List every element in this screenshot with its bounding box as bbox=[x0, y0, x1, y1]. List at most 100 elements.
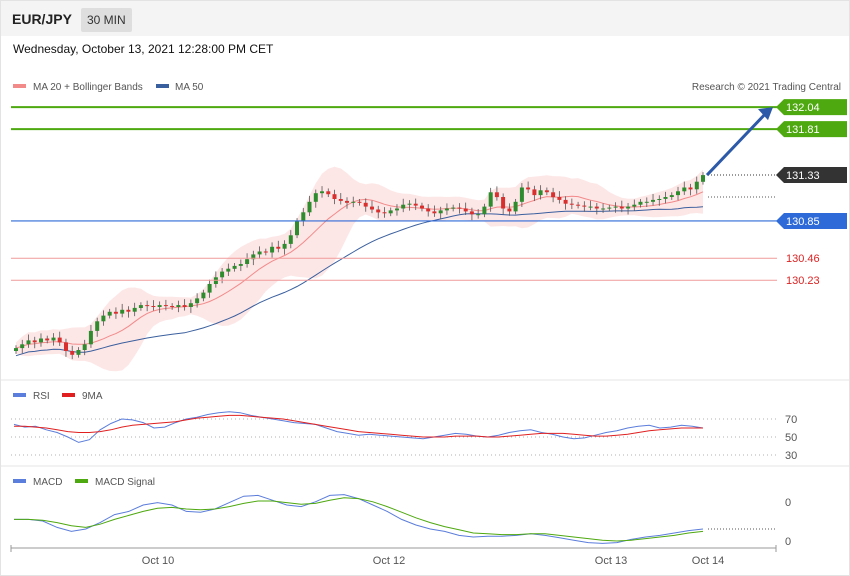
candle-body bbox=[201, 292, 206, 299]
candle-body bbox=[644, 201, 649, 203]
candle-body bbox=[70, 351, 75, 355]
macd-signal-line bbox=[14, 497, 704, 542]
candle-body bbox=[163, 305, 168, 307]
candle-body bbox=[195, 298, 200, 304]
time-axis-label: Oct 12 bbox=[373, 555, 405, 567]
rsi-9ma-line bbox=[14, 414, 703, 438]
candle-body bbox=[701, 175, 705, 182]
candle-body bbox=[182, 305, 187, 307]
candle-body bbox=[444, 208, 449, 211]
candle-body bbox=[488, 192, 493, 207]
candle-body bbox=[357, 201, 362, 203]
legend-swatch-ma20 bbox=[13, 84, 26, 88]
candle-body bbox=[276, 246, 281, 249]
rsi-panel: 70 50 30 bbox=[11, 411, 797, 462]
candle-body bbox=[263, 251, 268, 253]
candle-body bbox=[607, 207, 612, 209]
candle-body bbox=[57, 337, 62, 343]
time-axis: Oct 10 Oct 12 Oct 13 Oct 14 bbox=[10, 545, 777, 567]
candle-body bbox=[207, 284, 212, 293]
legend-swatch-macd bbox=[13, 479, 26, 483]
candle-body bbox=[39, 338, 43, 343]
candle-body bbox=[82, 344, 87, 350]
candle-body bbox=[482, 206, 487, 215]
macd-tick-label: 0 bbox=[785, 497, 791, 509]
rsi-tick-label: 70 bbox=[785, 414, 797, 426]
candle-body bbox=[563, 199, 568, 204]
candle-body bbox=[14, 348, 18, 351]
candle-body bbox=[245, 259, 250, 264]
chart-header: EUR/JPY 30 MIN bbox=[1, 1, 849, 36]
candle-body bbox=[513, 201, 518, 212]
legend-macd: MACD bbox=[33, 477, 62, 488]
candle-body bbox=[413, 203, 418, 206]
candle-body bbox=[582, 205, 587, 207]
legend-ma20: MA 20 + Bollinger Bands bbox=[33, 82, 143, 93]
support-label: 130.23 bbox=[786, 275, 820, 287]
candle-body bbox=[238, 264, 243, 266]
candle-body bbox=[657, 199, 662, 200]
candle-body bbox=[363, 202, 368, 207]
resistance-label: 131.81 bbox=[786, 124, 820, 136]
candle-body bbox=[270, 246, 275, 253]
candle-body bbox=[544, 190, 549, 193]
candle-body bbox=[138, 305, 143, 308]
candle-body bbox=[432, 211, 437, 214]
candle-body bbox=[345, 200, 349, 203]
resistance-tag bbox=[776, 121, 847, 138]
candle-body bbox=[301, 212, 306, 221]
candle-body bbox=[638, 201, 643, 205]
candle-body bbox=[601, 208, 606, 210]
candle-body bbox=[626, 206, 631, 209]
candle-body bbox=[682, 187, 687, 192]
candle-body bbox=[507, 208, 512, 212]
candle-body bbox=[282, 243, 287, 249]
candle-body bbox=[145, 305, 150, 307]
candle-body bbox=[338, 199, 343, 201]
candle-body bbox=[676, 191, 680, 196]
candle-body bbox=[76, 350, 81, 355]
bollinger-band bbox=[16, 166, 703, 372]
timeframe-button[interactable]: 30 MIN bbox=[81, 8, 132, 32]
candle-body bbox=[101, 315, 106, 322]
legend-swatch-9ma bbox=[62, 393, 75, 397]
current-price-label: 131.33 bbox=[786, 170, 820, 182]
rsi-line bbox=[13, 411, 704, 443]
candle-body bbox=[326, 191, 331, 195]
candle-body bbox=[501, 197, 506, 209]
candle-body bbox=[569, 203, 574, 205]
rsi-tick-label: 50 bbox=[785, 432, 797, 444]
target-arrow-head bbox=[758, 107, 773, 121]
candle-body bbox=[457, 207, 462, 209]
candle-body bbox=[170, 306, 175, 307]
symbol-label: EUR/JPY bbox=[12, 11, 72, 27]
candle-body bbox=[588, 206, 593, 208]
ma50-line bbox=[15, 206, 704, 357]
resistance-label: 132.04 bbox=[786, 102, 820, 114]
rsi-tick-label: 30 bbox=[785, 450, 797, 462]
candle-body bbox=[313, 193, 318, 202]
candle-body bbox=[395, 208, 399, 211]
candle-body bbox=[476, 214, 481, 216]
candle-body bbox=[632, 204, 637, 207]
candle-body bbox=[26, 340, 31, 345]
candle-body bbox=[401, 204, 406, 209]
candle-body bbox=[463, 208, 468, 212]
candle-body bbox=[288, 235, 293, 244]
candle-body bbox=[426, 208, 431, 212]
candle-body bbox=[669, 195, 674, 197]
candle-body bbox=[451, 207, 456, 209]
candle-body bbox=[538, 190, 543, 196]
candle-body bbox=[226, 268, 231, 272]
candle-body bbox=[88, 330, 93, 345]
candle-body bbox=[438, 210, 443, 214]
price-levels: 132.04 131.81 131.33 130.85 130.46 130.23 bbox=[11, 99, 847, 287]
candle-body bbox=[320, 191, 324, 194]
current-price-tag bbox=[776, 167, 847, 184]
legend-swatch-macd-signal bbox=[75, 479, 88, 483]
candle-body bbox=[551, 192, 556, 198]
candle-body bbox=[132, 307, 137, 312]
candle-body bbox=[188, 303, 193, 307]
candle-body bbox=[64, 342, 68, 351]
